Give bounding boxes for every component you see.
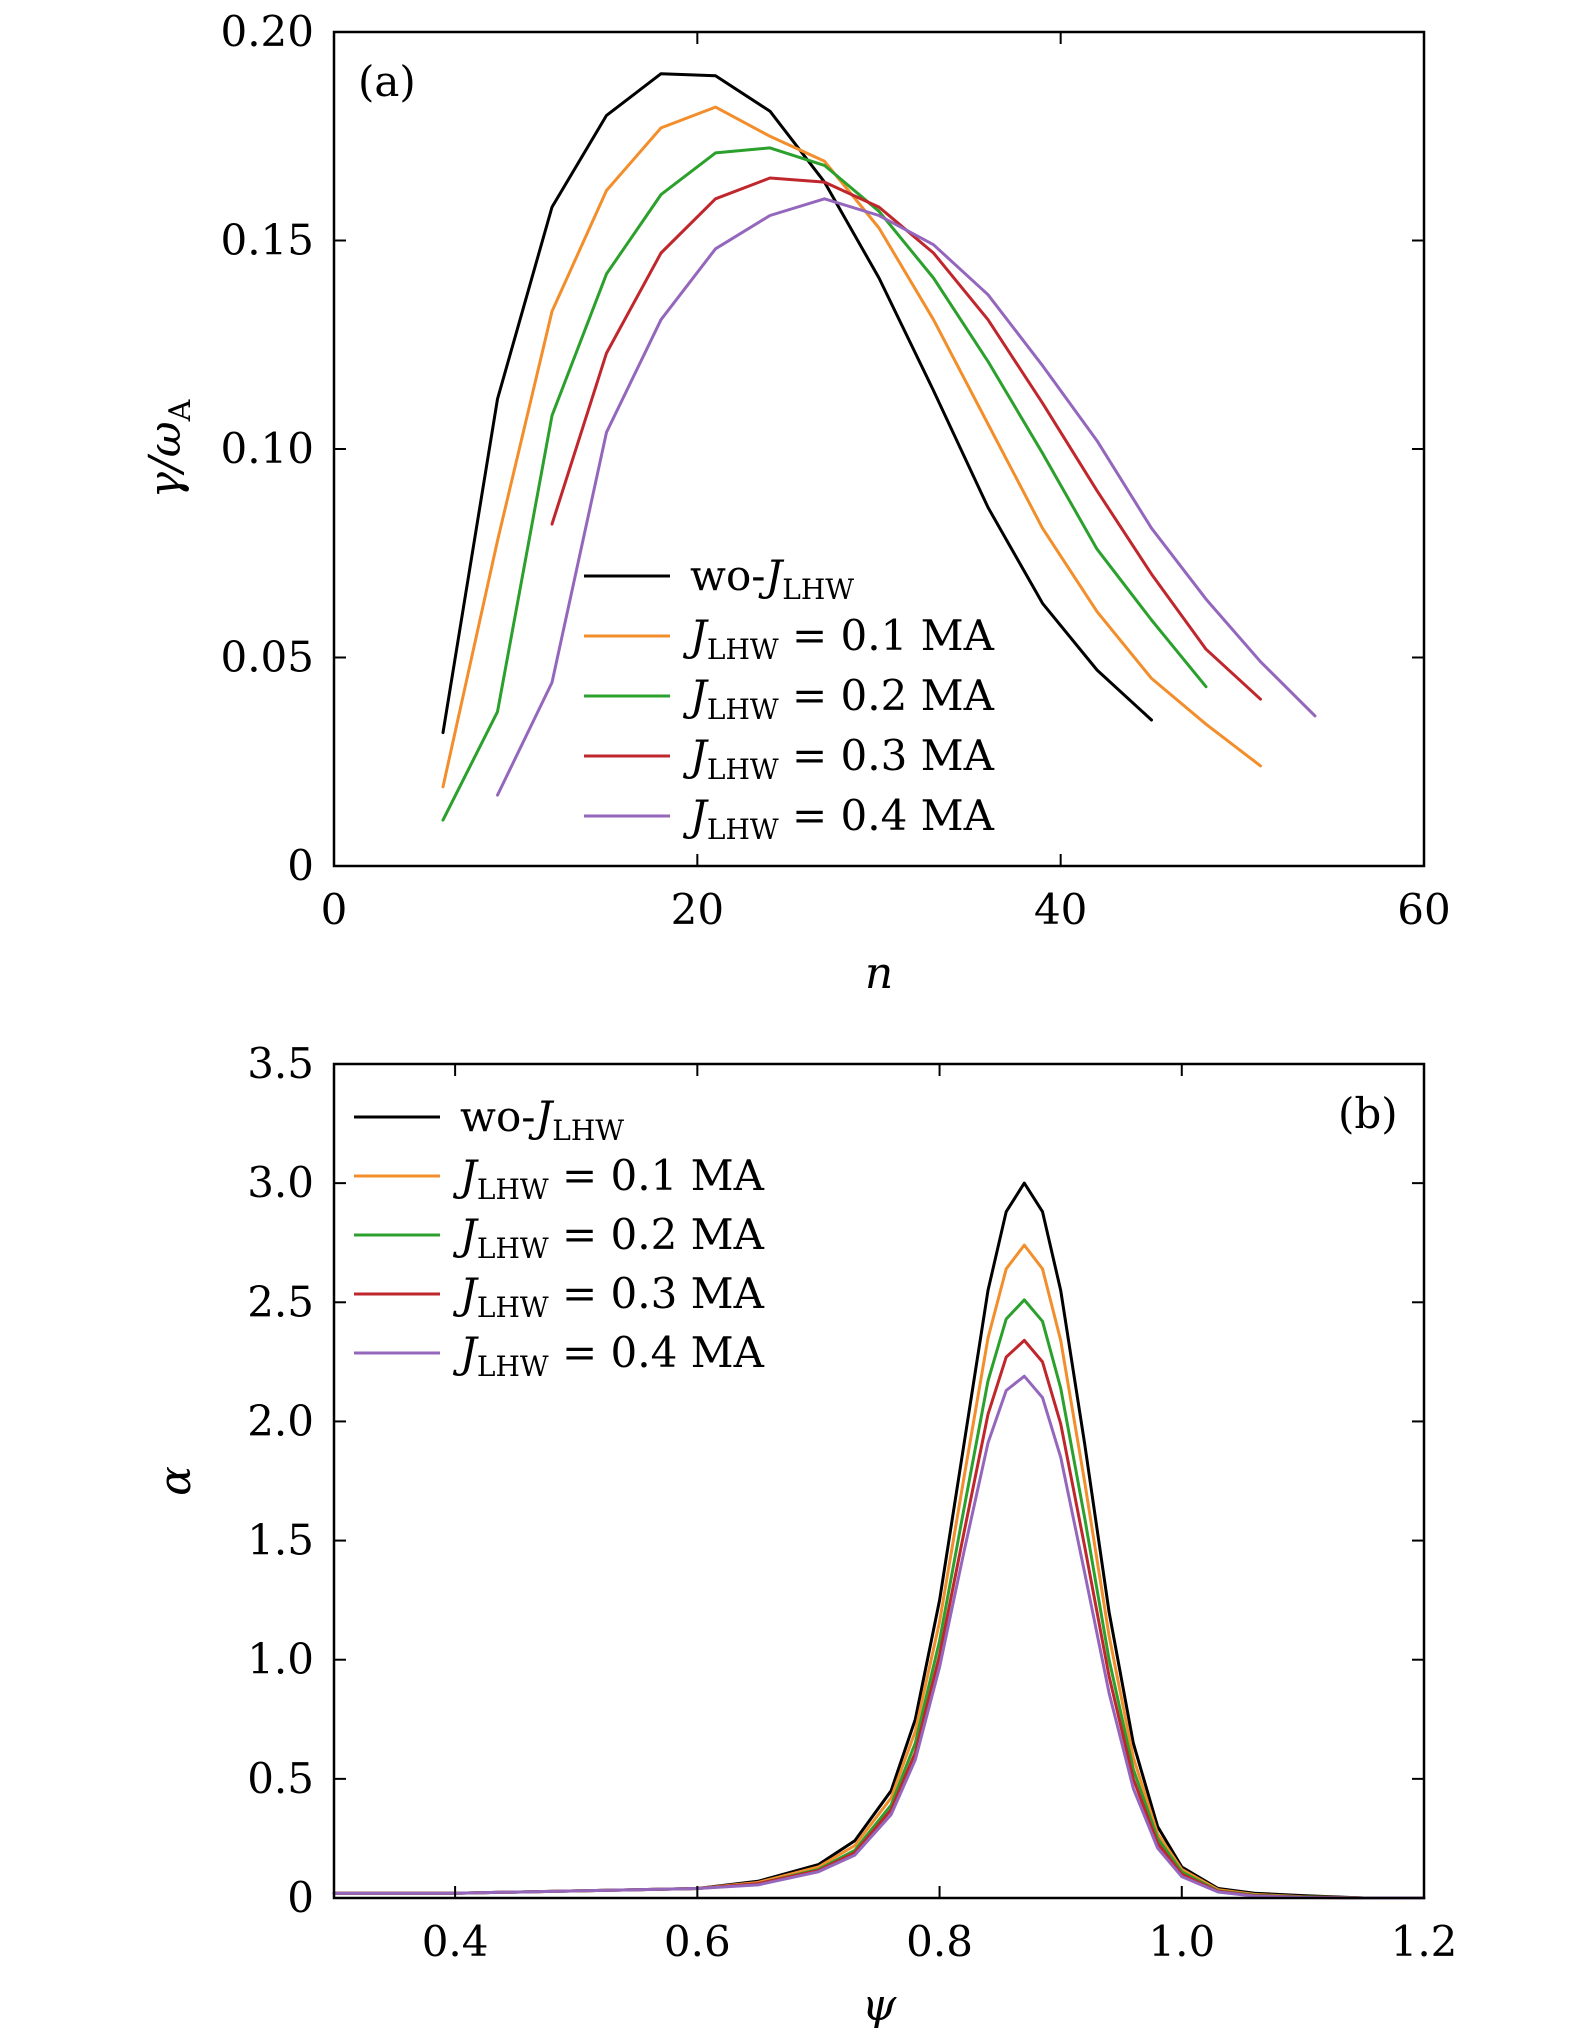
x-axis-title: ψ [862, 1980, 897, 2028]
panel-label: (a) [358, 57, 416, 106]
legend-subscript: LHW [707, 693, 779, 726]
legend-subscript: LHW [782, 573, 854, 606]
legend-item-2: JLHW = 0.2 MA [584, 671, 995, 726]
legend-item-3: JLHW = 0.3 MA [354, 1269, 765, 1324]
legend-symbol: J [682, 671, 709, 720]
y-tick-label: 2.0 [247, 1396, 314, 1445]
legend-suffix: = 0.1 MA [779, 611, 995, 660]
legend-prefix: wo- [690, 551, 765, 600]
panel-b-chart: 0.4 0.6 0.8 1.0 1.2 0 0.5 1.0 1.5 2.0 2.5 3.0 3.5 ψ α (… [150, 1039, 1457, 2028]
y-axis-title-main: γ/ω [140, 421, 191, 498]
x-tick-label: 1.2 [1391, 1917, 1458, 1966]
y-tick-label: 3.0 [247, 1158, 314, 1207]
legend-item-4: JLHW = 0.4 MA [584, 791, 995, 846]
legend-label: JLHW = 0.2 MA [452, 1210, 765, 1265]
legend-suffix: = 0.4 MA [549, 1328, 765, 1377]
legend-symbol: J [452, 1269, 479, 1318]
legend-subscript: LHW [707, 633, 779, 666]
legend-item-1: JLHW = 0.1 MA [354, 1151, 765, 1206]
y-tick-label: 1.0 [247, 1635, 314, 1684]
panel-label: (b) [1338, 1089, 1398, 1138]
x-tick-label: 0.6 [664, 1917, 731, 1966]
y-tick-label: 2.5 [247, 1277, 314, 1326]
legend-label: wo-JLHW [460, 1092, 624, 1147]
y-tick-label: 0.15 [220, 216, 314, 265]
y-tick-label: 0.5 [247, 1754, 314, 1803]
x-tick-label: 60 [1397, 885, 1450, 934]
series-line-4 [332, 1374, 1426, 1900]
series-line-4 [496, 197, 1317, 797]
x-tick-label: 20 [671, 885, 724, 934]
legend-label: wo-JLHW [690, 551, 854, 606]
legend-suffix: = 0.1 MA [549, 1151, 765, 1200]
legend-subscript: LHW [477, 1173, 549, 1206]
legend-label: JLHW = 0.1 MA [682, 611, 995, 666]
legend-item-4: JLHW = 0.4 MA [354, 1328, 765, 1383]
legend-subscript: LHW [707, 753, 779, 786]
series-line-1 [332, 1243, 1426, 1900]
legend-subscript: LHW [707, 813, 779, 846]
legend-item-3: JLHW = 0.3 MA [584, 731, 995, 786]
x-tick-label: 1.0 [1148, 1917, 1215, 1966]
legend-symbol: J [682, 791, 709, 840]
legend-subscript: LHW [477, 1291, 549, 1324]
legend-label: JLHW = 0.2 MA [682, 671, 995, 726]
legend-symbol: J [452, 1328, 479, 1377]
legend-label: JLHW = 0.3 MA [682, 731, 995, 786]
x-tick-label: 40 [1034, 885, 1087, 934]
legend-label: JLHW = 0.1 MA [452, 1151, 765, 1206]
legend-suffix: = 0.3 MA [779, 731, 995, 780]
y-axis-title: α [150, 1466, 201, 1496]
legend-suffix: = 0.2 MA [549, 1210, 765, 1259]
series-line-2 [441, 146, 1208, 822]
x-tick-label: 0.4 [422, 1917, 489, 1966]
y-axis-title-sub: A [163, 399, 198, 422]
y-tick-label: 0.20 [220, 7, 314, 56]
legend-symbol: J [452, 1151, 479, 1200]
legend-suffix: = 0.3 MA [549, 1269, 765, 1318]
legend-suffix: = 0.4 MA [779, 791, 995, 840]
legend-symbol: J [682, 611, 709, 660]
y-tick-label: 0 [287, 841, 314, 890]
legend-subscript: LHW [477, 1232, 549, 1265]
legend-symbol: J [682, 731, 709, 780]
y-tick-label: 0.10 [220, 424, 314, 473]
legend-label: JLHW = 0.4 MA [682, 791, 995, 846]
y-tick-label: 3.5 [247, 1039, 314, 1088]
y-tick-label: 0.05 [220, 633, 314, 682]
legend-subscript: LHW [552, 1114, 624, 1147]
legend-suffix: = 0.2 MA [779, 671, 995, 720]
legend-item-2: JLHW = 0.2 MA [354, 1210, 765, 1265]
x-axis-title: n [865, 948, 893, 999]
plot-frame [332, 1062, 1426, 1900]
series-line-0 [441, 72, 1153, 735]
legend-subscript: LHW [477, 1350, 549, 1383]
y-axis-title: γ/ωA [140, 399, 198, 498]
panel-a-chart: 0 20 40 6000.050.100.150.20nγ/ωA(a)wo-JLHWJ… [140, 7, 1451, 999]
y-tick-label: 0 [287, 1873, 314, 1922]
y-tick-label: 1.5 [247, 1516, 314, 1565]
legend-item-1: JLHW = 0.1 MA [584, 611, 995, 666]
legend-item-0: wo-JLHW [584, 551, 854, 606]
legend-symbol: J [452, 1210, 479, 1259]
legend-prefix: wo- [460, 1092, 535, 1141]
legend-label: JLHW = 0.3 MA [452, 1269, 765, 1324]
x-tick-label: 0 [321, 885, 348, 934]
legend-item-0: wo-JLHW [354, 1092, 624, 1147]
x-tick-label: 0.8 [906, 1917, 973, 1966]
legend-label: JLHW = 0.4 MA [452, 1328, 765, 1383]
